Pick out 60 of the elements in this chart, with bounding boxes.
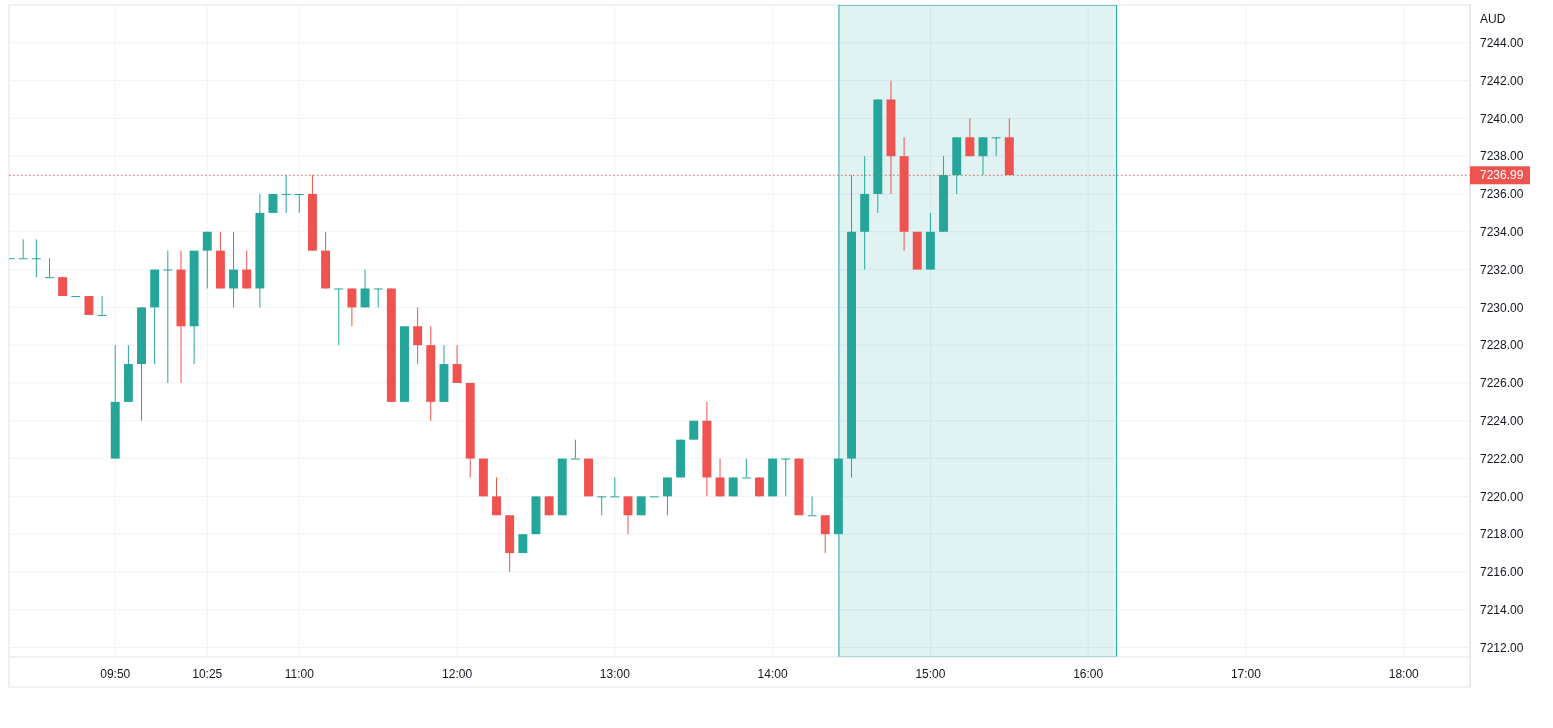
y-tick-label: 7236.00 <box>1480 187 1524 202</box>
y-tick-label: 7234.00 <box>1480 224 1524 239</box>
candlestick <box>820 514 830 554</box>
y-tick-label: 7214.00 <box>1480 602 1524 617</box>
y-tick-label: 7218.00 <box>1480 527 1524 542</box>
candlestick <box>163 250 173 384</box>
candlestick <box>373 287 383 308</box>
x-tick-label: 14:00 <box>757 667 788 682</box>
y-tick-label: 7228.00 <box>1480 338 1524 353</box>
candlestick <box>597 495 607 516</box>
candlestick <box>978 136 988 176</box>
y-tick-label: 7216.00 <box>1480 565 1524 580</box>
y-tick-label: 7238.00 <box>1480 149 1524 164</box>
y-tick-label: 7244.00 <box>1480 36 1524 50</box>
candlestick <box>662 476 672 516</box>
candlestick <box>45 257 54 279</box>
y-tick-label: 7232.00 <box>1480 262 1524 277</box>
candlestick <box>991 136 1001 157</box>
candlestick <box>97 295 107 316</box>
y-tick-label: 7220.00 <box>1480 489 1524 504</box>
x-tick-label: 11:00 <box>284 667 315 682</box>
y-tick-label: 7242.00 <box>1480 73 1524 88</box>
candlestick <box>84 296 94 315</box>
candlestick <box>294 193 304 214</box>
y-tick-label: 7226.00 <box>1480 376 1524 391</box>
candlestick <box>229 231 239 308</box>
y-tick-label: 7240.00 <box>1480 111 1524 126</box>
x-tick-label: 13:00 <box>599 667 631 682</box>
candlestick <box>347 287 357 327</box>
x-tick-label: 16:00 <box>1073 667 1104 682</box>
y-tick-label: 7222.00 <box>1480 451 1524 466</box>
candlestick <box>610 476 620 498</box>
candlestick <box>202 231 212 289</box>
candlestick <box>452 344 462 384</box>
y-tick-label: 7230.00 <box>1480 300 1524 315</box>
ref-line-label: 7236.99 <box>1480 168 1524 183</box>
y-axis-title: AUD <box>1480 12 1506 27</box>
candlestick <box>715 458 725 497</box>
x-tick-label: 12:00 <box>442 667 473 682</box>
candlestick <box>334 287 344 346</box>
candlestick <box>807 495 817 517</box>
candlestick <box>492 476 501 516</box>
y-tick-label: 7212.00 <box>1480 640 1524 655</box>
x-tick-label: 10:25 <box>192 667 223 682</box>
candlestick <box>360 269 370 308</box>
candlestick <box>623 495 633 535</box>
candlestick <box>413 306 423 365</box>
x-tick-label: 15:00 <box>915 667 946 682</box>
candlestick <box>781 458 791 497</box>
x-tick-label: 18:00 <box>1388 667 1420 682</box>
candlestick <box>281 174 291 214</box>
x-tick-label: 17:00 <box>1230 667 1262 682</box>
x-tick-label: 09:50 <box>100 667 131 682</box>
y-tick-label: 7224.00 <box>1480 413 1524 428</box>
candlestick <box>18 238 28 260</box>
candlestick <box>741 458 751 479</box>
candlestick <box>965 117 975 157</box>
candlestick <box>31 238 41 278</box>
candlestick <box>570 439 580 460</box>
candlestick <box>242 250 252 289</box>
